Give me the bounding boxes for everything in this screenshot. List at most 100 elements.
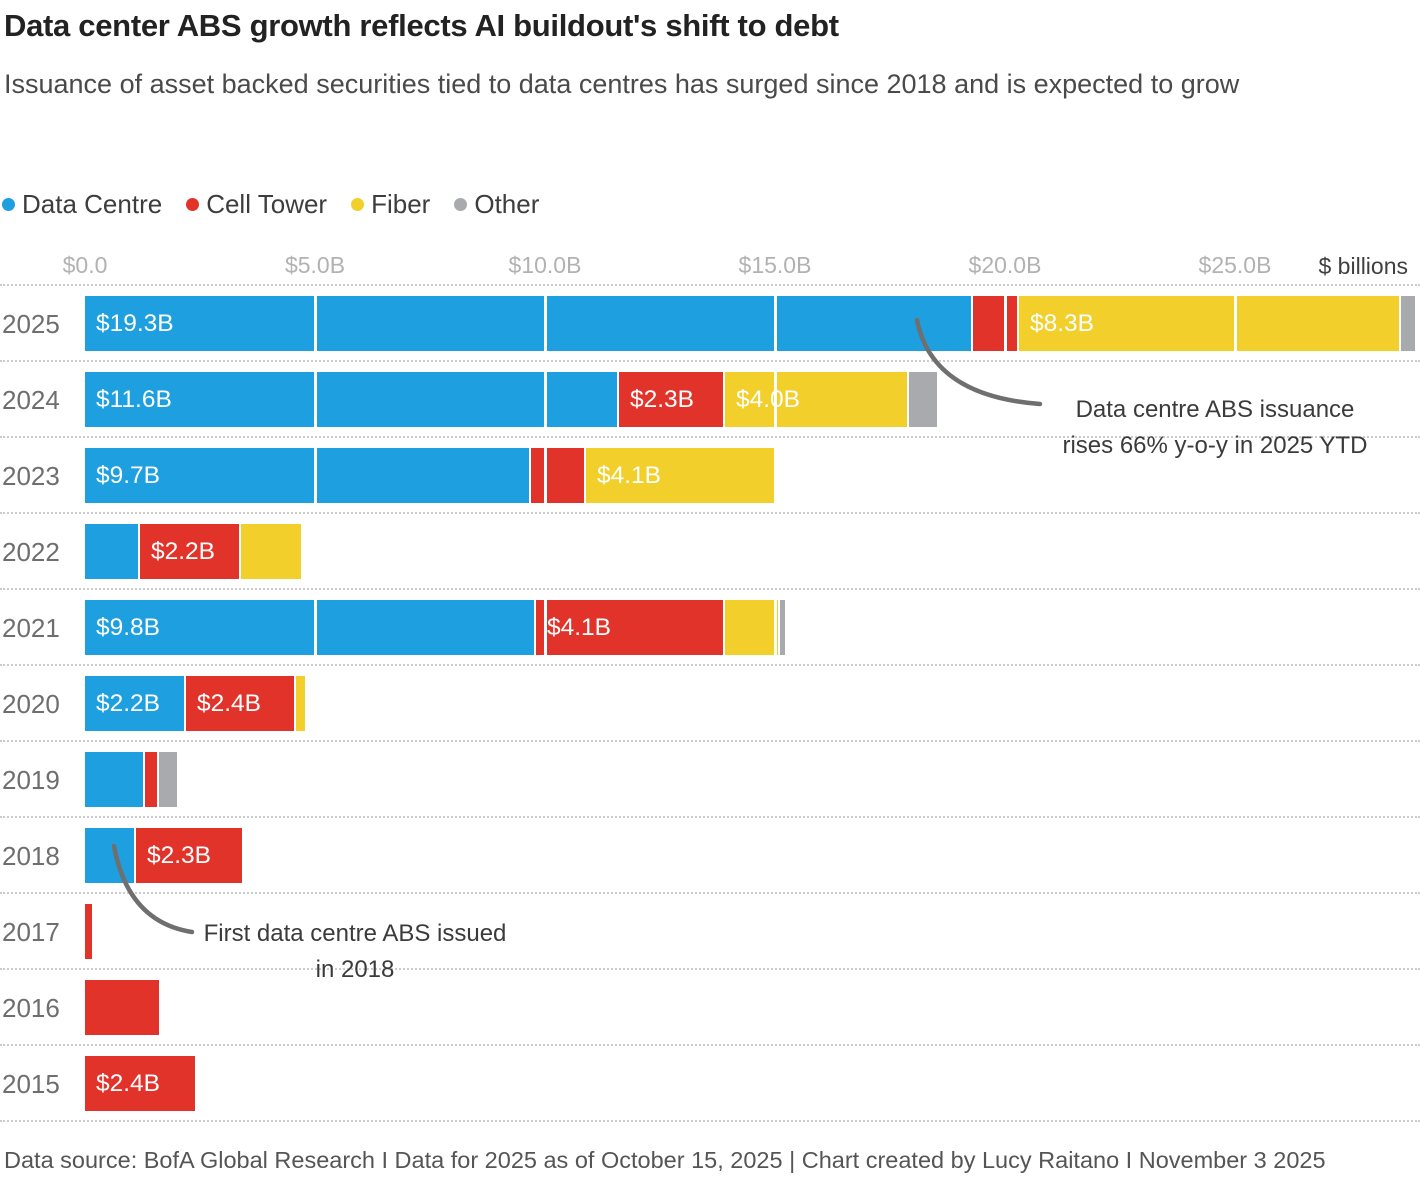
gridline	[544, 372, 547, 427]
gridline	[1234, 296, 1237, 351]
gridline	[1234, 524, 1237, 579]
bar-value-label: $2.3B	[630, 385, 695, 413]
gridline	[774, 752, 777, 807]
year-label: 2021	[2, 613, 60, 643]
stacked-bar: $11.6B $2.3B $4.0B	[85, 372, 937, 427]
legend-item-fiber: Fiber	[351, 189, 430, 220]
year-label: 2019	[2, 765, 60, 795]
gridline	[1004, 752, 1007, 807]
bar-segment-other	[780, 600, 785, 655]
bar-segment-data-centre	[85, 752, 145, 807]
stacked-bar	[85, 980, 159, 1035]
axis-tick: $20.0B	[968, 252, 1042, 278]
annotation-2018: First data centre ABS issued in 2018	[190, 916, 520, 988]
bar-segment-fiber	[296, 676, 305, 731]
gridline	[1234, 448, 1237, 503]
bar-value-label: $2.2B	[151, 537, 216, 565]
annotation-2018-line1: First data centre ABS issued	[203, 920, 507, 947]
bar-value-label: $2.2B	[96, 689, 161, 717]
legend-label-other: Other	[474, 189, 540, 219]
legend-item-cell-tower: Cell Tower	[186, 189, 327, 220]
gridline	[774, 448, 777, 503]
bar-segment-other	[1401, 296, 1415, 351]
gridline	[1234, 904, 1237, 959]
chart-row-2018: 2018 $2.3B	[0, 818, 1420, 894]
bar-segment-data-centre: $2.2B	[85, 676, 186, 731]
annotation-2025: Data centre ABS issuance rises 66% y-o-y…	[1040, 392, 1390, 464]
bar-value-label: $2.4B	[197, 689, 262, 717]
gridline	[544, 1056, 547, 1111]
bar-value-label: $4.1B	[597, 461, 662, 489]
gridline	[544, 600, 547, 655]
gridline	[314, 1056, 317, 1111]
gridline	[314, 904, 317, 959]
gridline	[1234, 828, 1237, 883]
gridline	[774, 296, 777, 351]
year-label: 2025	[2, 309, 60, 339]
chart-row-2015: 2015 $2.4B	[0, 1046, 1420, 1122]
gridline	[1004, 1056, 1007, 1111]
year-label: 2016	[2, 993, 60, 1023]
gridline	[314, 524, 317, 579]
bar-segment-cell-tower: $2.2B	[140, 524, 241, 579]
gridline	[544, 676, 547, 731]
bar-segment-cell-tower: $2.4B	[85, 1056, 195, 1111]
bar-segment-data-centre: $11.6B	[85, 372, 619, 427]
gridline	[1234, 980, 1237, 1035]
bar-segment-data-centre	[85, 828, 136, 883]
bar-segment-cell-tower: $4.1B	[536, 600, 725, 655]
bar-segment-fiber: $4.0B	[725, 372, 909, 427]
x-axis: $ billions $0.0 $5.0B $10.0B $15.0B $20.0B $2…	[0, 252, 1420, 284]
stacked-bar	[85, 752, 177, 807]
gridline	[774, 1056, 777, 1111]
year-label: 2015	[2, 1069, 60, 1099]
gridline	[1234, 1056, 1237, 1111]
gridline	[1004, 296, 1007, 351]
stacked-bar: $2.3B	[85, 828, 242, 883]
axis-tick: $15.0B	[738, 252, 812, 278]
stacked-bar: $2.2B $2.4B	[85, 676, 305, 731]
stacked-bar: $2.4B	[85, 1056, 195, 1111]
chart-rows: 2025 $19.3B $8.3B 2024 $11.6B $2.3B $4.0B 2023 $…	[0, 284, 1420, 1122]
bar-segment-cell-tower	[531, 448, 586, 503]
gridline	[1234, 752, 1237, 807]
bar-segment-cell-tower: $2.3B	[136, 828, 242, 883]
bar-value-label: $9.7B	[96, 461, 161, 489]
axis-tick: $5.0B	[284, 252, 346, 278]
chart-row-2021: 2021 $9.8B $4.1B	[0, 590, 1420, 666]
bar-segment-data-centre: $19.3B	[85, 296, 973, 351]
legend-dot-data-centre-icon	[2, 198, 15, 211]
source-footer: Data source: BofA Global Research I Data…	[4, 1147, 1326, 1173]
legend-dot-cell-tower-icon	[186, 198, 200, 211]
gridline	[314, 752, 317, 807]
gridline	[774, 676, 777, 731]
gridline	[1004, 676, 1007, 731]
chart-row-2020: 2020 $2.2B $2.4B	[0, 666, 1420, 742]
chart-row-2025: 2025 $19.3B $8.3B	[0, 286, 1420, 362]
legend: Data Centre Cell Tower Fiber Other	[2, 189, 539, 220]
year-label: 2022	[2, 537, 60, 567]
chart-row-2023: 2023 $9.7B $4.1B	[0, 438, 1420, 514]
gridline	[1004, 524, 1007, 579]
stacked-bar: $19.3B $8.3B	[85, 296, 1415, 351]
gridline	[1004, 980, 1007, 1035]
gridline	[1004, 372, 1007, 427]
stacked-bar: $2.2B	[85, 524, 301, 579]
stacked-bar: $9.8B $4.1B	[85, 600, 785, 655]
bar-segment-fiber: $8.3B	[1019, 296, 1401, 351]
chart-subtitle: Issuance of asset backed securities tied…	[4, 69, 1240, 99]
gridline	[314, 448, 317, 503]
gridline	[1004, 448, 1007, 503]
gridline	[774, 372, 777, 427]
legend-dot-other-icon	[454, 198, 468, 211]
bar-segment-other	[159, 752, 177, 807]
bar-segment-cell-tower: $2.4B	[186, 676, 296, 731]
legend-label-cell-tower: Cell Tower	[206, 189, 328, 219]
bar-segment-fiber	[241, 524, 301, 579]
stacked-bar	[85, 904, 92, 959]
year-label: 2024	[2, 385, 60, 415]
chart-row-2019: 2019	[0, 742, 1420, 818]
bar-segment-cell-tower: $2.3B	[619, 372, 725, 427]
gridline	[774, 904, 777, 959]
gridline	[1004, 904, 1007, 959]
